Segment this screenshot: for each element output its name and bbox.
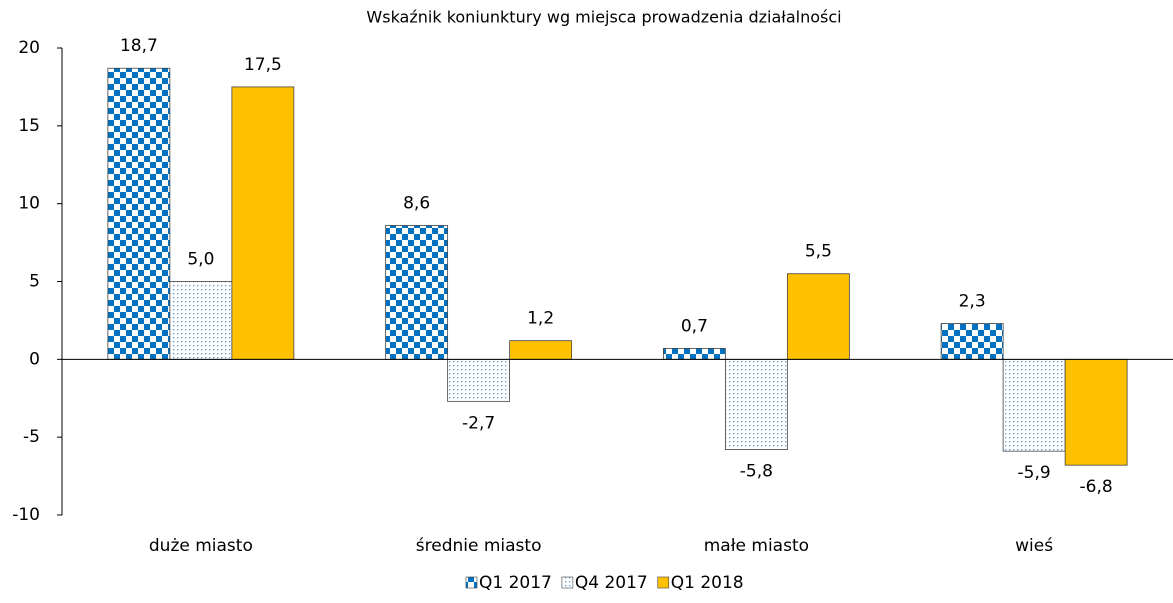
y-tick-label: 15: [18, 116, 40, 136]
chart-title: Wskaźnik koniunktury wg miejsca prowadze…: [366, 8, 841, 27]
bar: [724, 358, 788, 451]
legend-label: Q1 2017: [479, 573, 552, 593]
bar: [940, 323, 1004, 360]
value-label: 1,2: [527, 309, 554, 329]
bar: [169, 281, 233, 360]
value-label: -6,8: [1080, 477, 1113, 497]
y-tick-label: 0: [29, 349, 40, 369]
x-tick-label: wieś: [1015, 536, 1053, 556]
value-label: -5,9: [1018, 463, 1051, 483]
legend-marker: [561, 576, 574, 589]
value-label: 18,7: [120, 36, 158, 56]
value-label: 17,5: [244, 55, 282, 75]
x-tick-label: duże miasto: [149, 536, 253, 556]
bar: [509, 340, 573, 360]
value-label: 5,0: [187, 250, 214, 270]
value-label: -2,7: [462, 413, 495, 433]
value-label: 0,7: [681, 316, 708, 336]
value-label: 2,3: [959, 292, 986, 312]
bar: [662, 348, 726, 360]
y-tick-label: 10: [18, 194, 40, 214]
value-label: -5,8: [740, 462, 773, 482]
bar: [447, 358, 511, 402]
value-label: 5,5: [805, 242, 832, 262]
x-tick-label: małe miasto: [704, 536, 809, 556]
y-tick-label: -5: [23, 427, 40, 447]
x-tick-label: średnie miasto: [416, 536, 542, 556]
legend-label: Q4 2017: [575, 573, 648, 593]
bar: [231, 86, 295, 360]
legend-marker: [465, 576, 478, 589]
y-tick-label: 20: [18, 38, 40, 58]
y-tick-label: -10: [12, 505, 40, 525]
bar: [385, 225, 449, 360]
value-label: 8,6: [403, 193, 430, 213]
legend-marker: [657, 576, 670, 589]
bar: [1002, 358, 1066, 452]
bar: [786, 273, 850, 360]
legend-label: Q1 2018: [671, 573, 744, 593]
bar: [1064, 358, 1128, 466]
bar: [107, 67, 171, 360]
y-tick-label: 5: [29, 272, 40, 292]
